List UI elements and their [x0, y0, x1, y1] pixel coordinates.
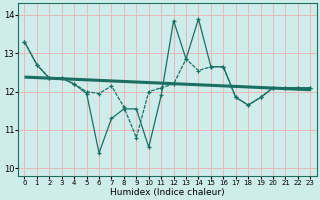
X-axis label: Humidex (Indice chaleur): Humidex (Indice chaleur) — [110, 188, 225, 197]
